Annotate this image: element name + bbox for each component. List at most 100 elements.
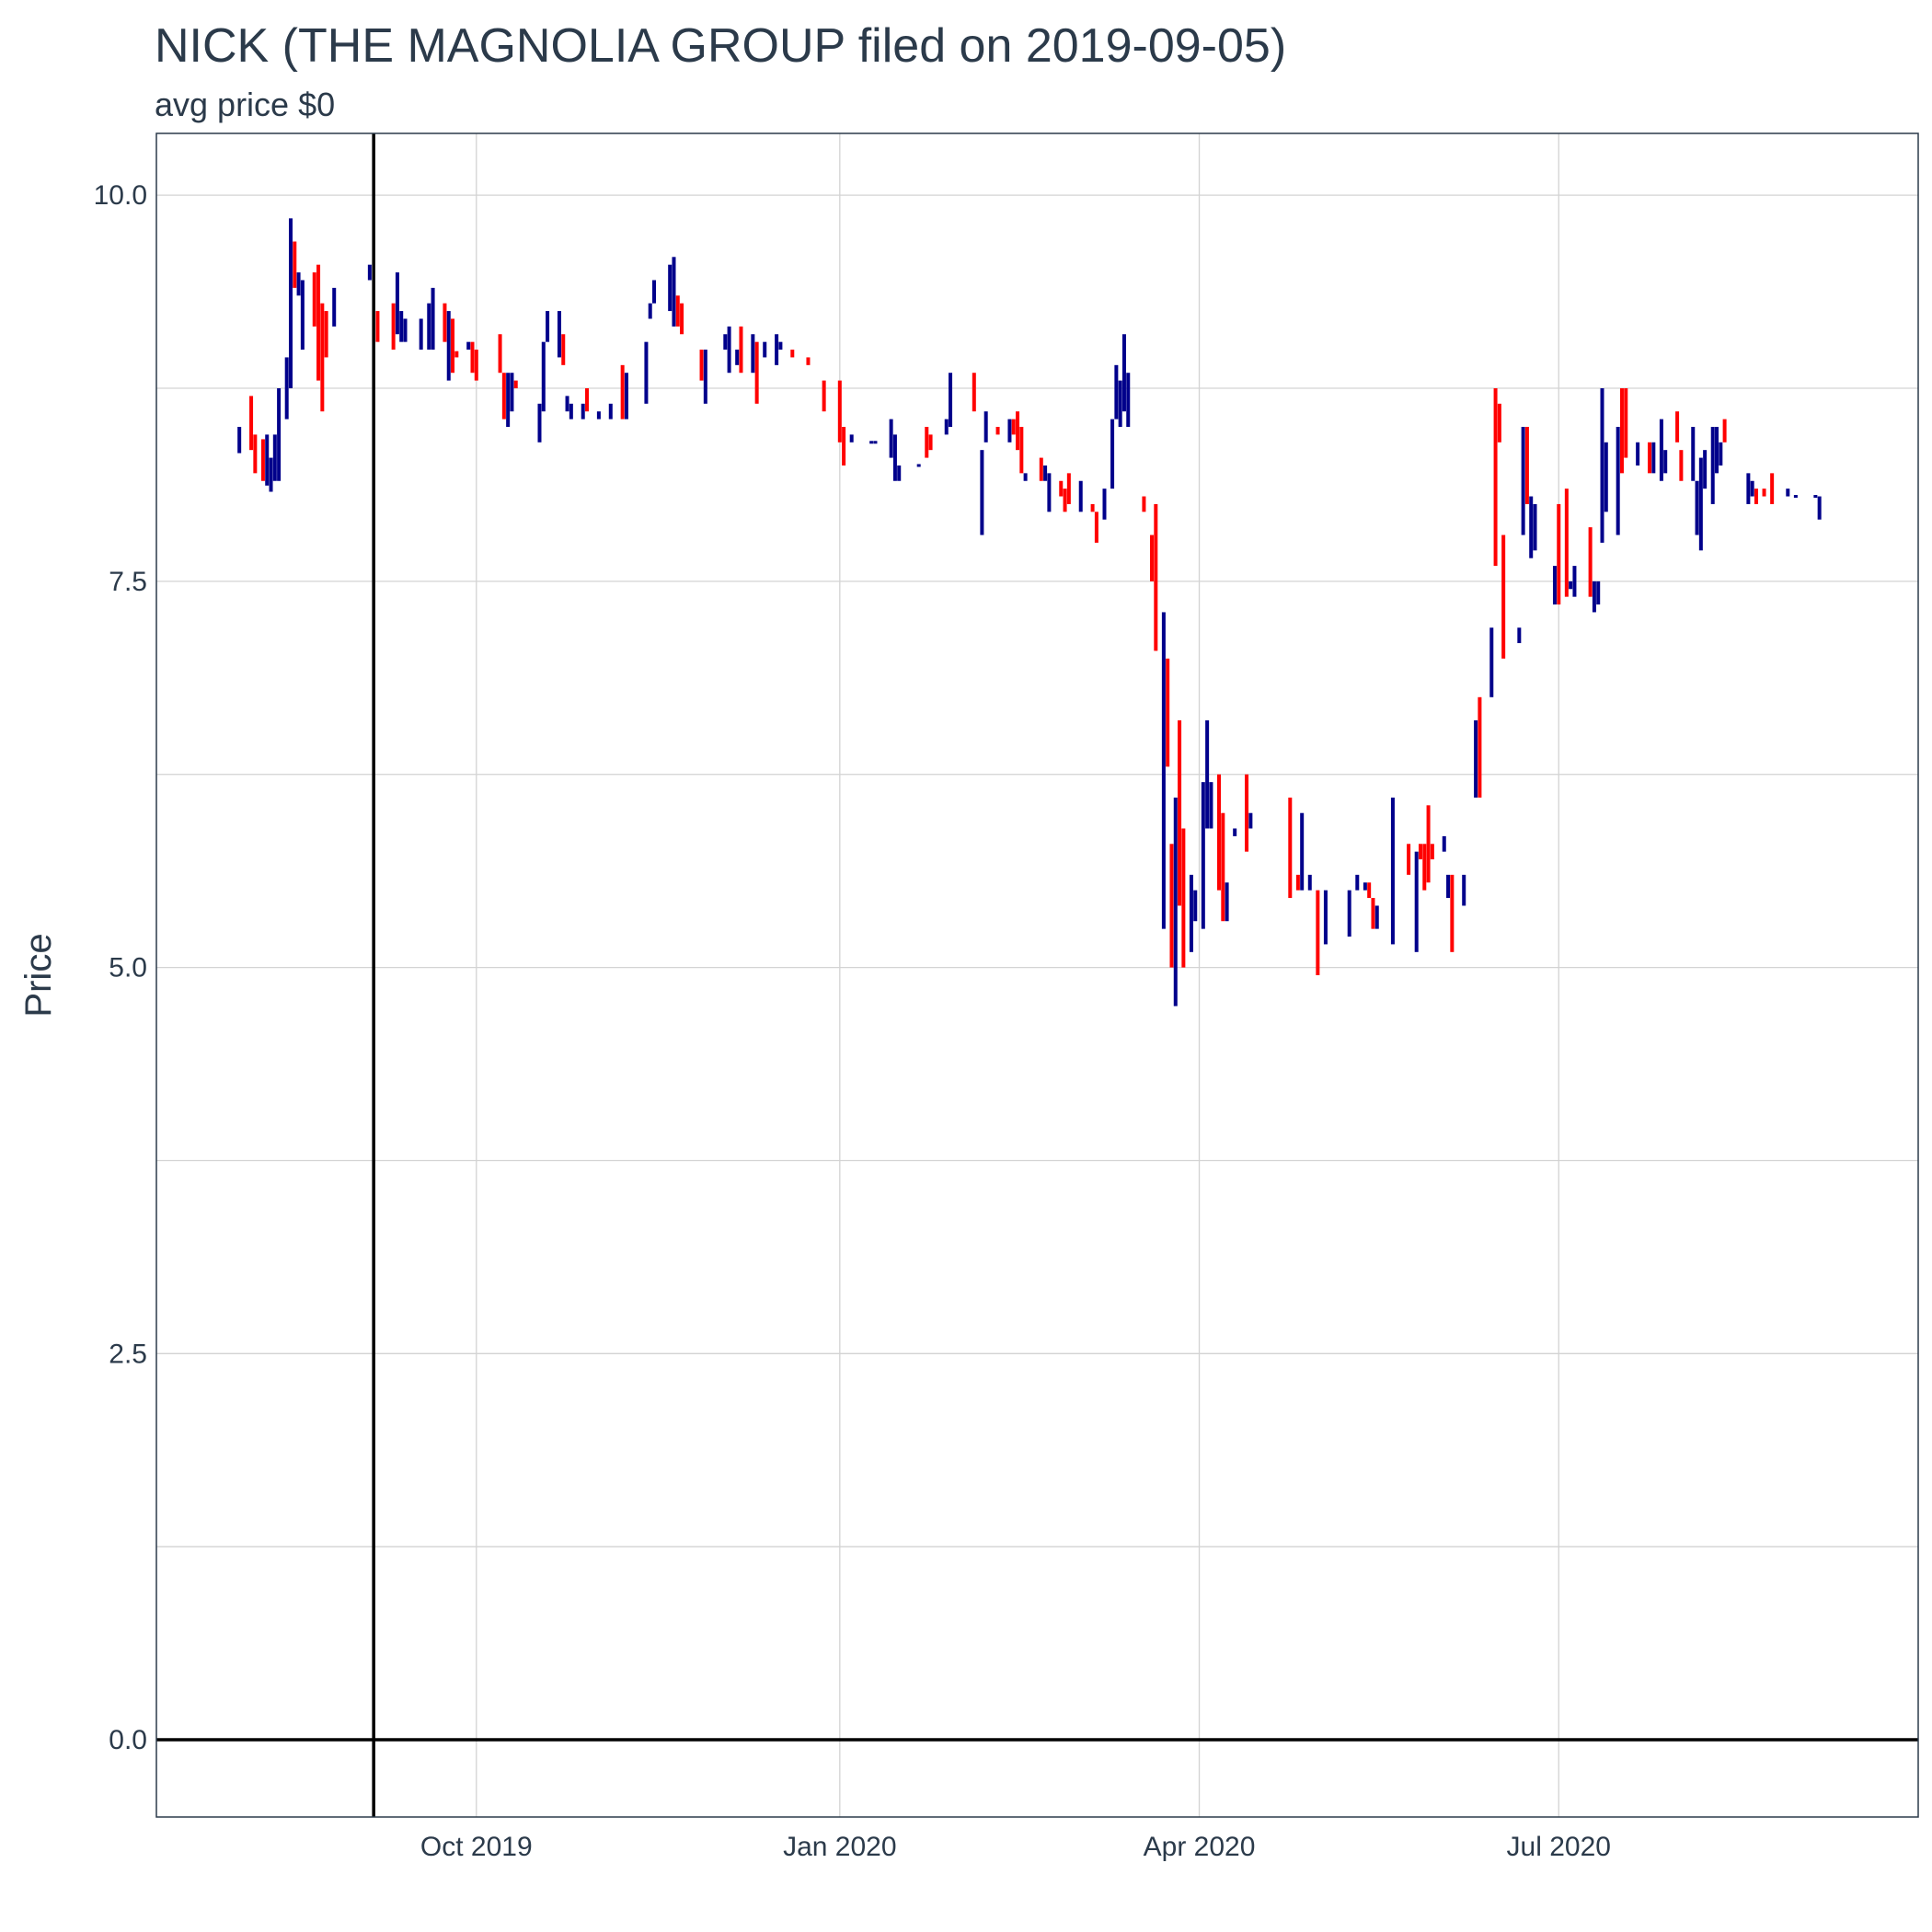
price-bar [1675, 411, 1680, 443]
x-axis-ticks: Oct 2019 Jan 2020 Apr 2020 Jul 2020 [420, 1832, 1611, 1862]
price-bar [546, 311, 550, 342]
price-bar [892, 434, 897, 481]
price-bar [1719, 442, 1723, 466]
price-bar [1616, 426, 1620, 535]
price-bar [1418, 844, 1422, 860]
x-tick-label: Oct 2019 [420, 1832, 533, 1862]
price-bar [300, 280, 305, 351]
price-bar [1703, 450, 1708, 489]
price-bar [1529, 496, 1534, 558]
price-bar [1501, 535, 1506, 659]
price-bar [1371, 898, 1375, 929]
price-bar [1154, 503, 1158, 651]
price-bar [296, 272, 301, 296]
price-bar [1426, 805, 1431, 883]
price-bar [1600, 388, 1604, 543]
price-bar [585, 388, 590, 412]
price-bar [1592, 581, 1596, 613]
price-bar [806, 357, 811, 365]
price-bar [1178, 719, 1182, 906]
price-bar [1557, 503, 1561, 605]
price-bar [727, 326, 731, 374]
price-bar [620, 364, 625, 420]
price-bar [1150, 535, 1155, 581]
price-bar [1374, 905, 1379, 929]
price-bar [675, 295, 680, 327]
price-bar [454, 351, 459, 358]
price-bar [1624, 388, 1628, 458]
y-tick-label: 0.0 [109, 1725, 147, 1755]
price-bar [253, 434, 258, 474]
y-tick-label: 2.5 [109, 1339, 147, 1369]
price-bar [1746, 473, 1751, 504]
price-bar [419, 318, 423, 351]
price-bar [652, 280, 657, 304]
price-bar [1474, 719, 1478, 798]
price-bar [1430, 844, 1434, 860]
price-bar [778, 341, 783, 351]
price-bar [565, 396, 569, 412]
price-bar [699, 350, 704, 381]
price-bar [1094, 512, 1098, 543]
price-bar [790, 350, 795, 358]
price-bar [754, 341, 759, 404]
price-bar [293, 241, 297, 288]
price-bar [1786, 489, 1790, 497]
price-bar [1569, 581, 1573, 590]
price-bar [596, 411, 601, 420]
price-bar [1442, 835, 1446, 852]
price-bar [925, 426, 929, 458]
price-bar [1217, 774, 1222, 891]
price-bar [1063, 489, 1067, 512]
y-axis-ticks: 0.0 2.5 5.0 7.5 10.0 [94, 180, 147, 1755]
price-bar [1023, 473, 1028, 481]
price-bar [1552, 566, 1557, 605]
price-bar [1233, 828, 1237, 836]
price-bar [1181, 828, 1186, 968]
price-bar [1390, 797, 1395, 945]
price-bar [1651, 442, 1656, 474]
price-bar [260, 439, 265, 481]
price-bar [1161, 612, 1166, 929]
price-bar [1698, 457, 1703, 551]
price-bar [541, 341, 546, 412]
price-bar [949, 373, 953, 427]
price-bar [1169, 844, 1174, 968]
price-bar [972, 373, 976, 412]
price-bar [822, 380, 826, 412]
price-bar [1205, 719, 1210, 829]
price-bar [1817, 496, 1822, 520]
price-bar [668, 264, 673, 312]
price-bar [1722, 419, 1727, 443]
price-bar [1114, 364, 1119, 420]
price-bar [842, 426, 846, 466]
price-bar [1102, 489, 1107, 520]
price-bar [391, 303, 396, 351]
price-bar [1248, 812, 1253, 829]
chart-title: NICK (THE MAGNOLIA GROUP filed on 2019-0… [155, 19, 1286, 73]
price-bar [1193, 890, 1198, 922]
price-bar [513, 380, 518, 389]
price-bar [944, 419, 949, 435]
price-bar [284, 357, 289, 420]
price-bar [1118, 380, 1122, 427]
price-bar [1478, 696, 1482, 798]
price-bar [265, 434, 270, 486]
price-bar [1090, 503, 1095, 512]
price-bar [1636, 442, 1640, 466]
price-bar [1019, 426, 1024, 474]
price-bars [237, 218, 1822, 1006]
price-bar [1039, 457, 1043, 481]
price-bar [1209, 782, 1213, 829]
price-bar [1524, 426, 1529, 504]
price-bar [1422, 844, 1427, 891]
price-bar [1189, 874, 1193, 952]
price-bar [680, 303, 684, 335]
price-bar [1754, 489, 1758, 504]
price-bar [399, 311, 404, 342]
price-bar [889, 419, 893, 458]
price-bar [1793, 495, 1798, 499]
price-bar [446, 311, 451, 381]
price-bar [1295, 874, 1300, 891]
